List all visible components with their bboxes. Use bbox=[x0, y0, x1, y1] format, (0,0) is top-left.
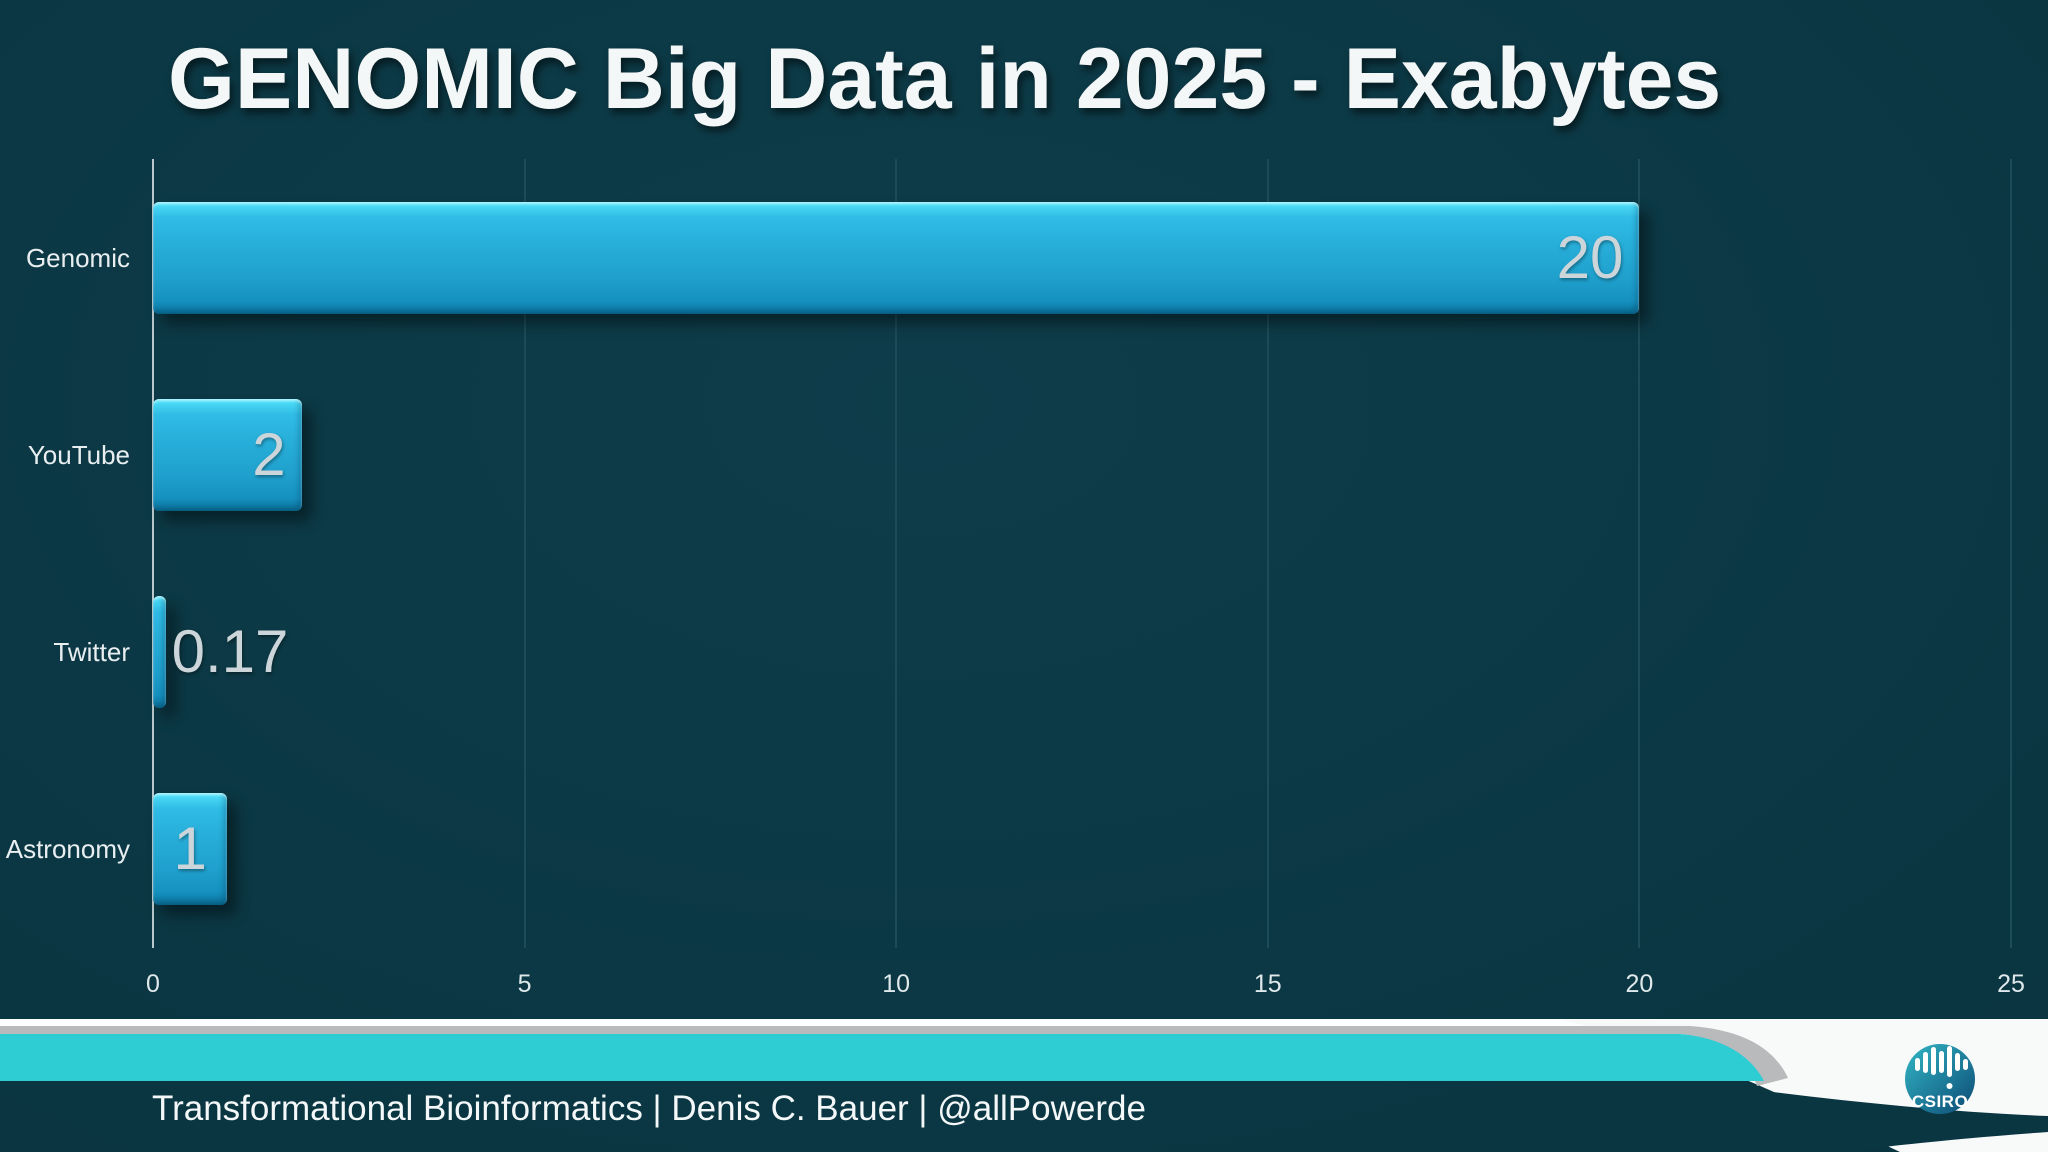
csiro-logo: CSIRO bbox=[1905, 1044, 1975, 1114]
csiro-logo-bars bbox=[1915, 1046, 1968, 1089]
footer-white-line bbox=[0, 1019, 2048, 1027]
value-label-twitter: 0.17 bbox=[171, 618, 289, 686]
teal-band bbox=[0, 1034, 1764, 1081]
x-tick-label-15: 15 bbox=[1253, 970, 1282, 998]
gridline-x-15 bbox=[1266, 159, 1269, 948]
x-tick-label-5: 5 bbox=[517, 970, 532, 998]
chart-area: 0 5 10 15 20 25 Genomic 20 YouTube 2 Twitter 0.17 As… bbox=[5, 159, 2025, 998]
x-tick-label-20: 20 bbox=[1625, 970, 1654, 998]
footer-wave: CSIRO bbox=[0, 1019, 2048, 1152]
bar-astronomy bbox=[153, 793, 228, 906]
category-label-twitter: Twitter bbox=[53, 637, 130, 668]
csiro-logo-label: CSIRO bbox=[1912, 1092, 1968, 1111]
gray-band bbox=[0, 1026, 1788, 1086]
dark-wave-sweep bbox=[1555, 1081, 2048, 1152]
value-label-astronomy: 1 bbox=[173, 815, 207, 883]
category-label-genomic: Genomic bbox=[25, 242, 130, 273]
bar-twitter bbox=[153, 596, 166, 709]
gridline-x-10 bbox=[895, 159, 898, 948]
bar-genomic bbox=[153, 201, 1640, 314]
value-label-genomic: 20 bbox=[1556, 223, 1624, 291]
y-axis-line bbox=[152, 159, 154, 948]
gridline-x-20 bbox=[1638, 159, 1641, 948]
category-label-astronomy: Astronomy bbox=[5, 834, 130, 865]
x-tick-label-10: 10 bbox=[882, 970, 911, 998]
gridline-x-25 bbox=[2010, 159, 2012, 948]
x-tick-label-25: 25 bbox=[1997, 970, 2025, 998]
value-label-youtube: 2 bbox=[252, 420, 286, 488]
category-label-youtube: YouTube bbox=[27, 439, 130, 470]
bar-youtube bbox=[153, 398, 302, 511]
chart-title: GENOMIC Big Data in 2025 - Exabytes bbox=[168, 31, 1722, 127]
footer-credit: Transformational Bioinformatics | Denis … bbox=[152, 1089, 1146, 1128]
x-tick-label-0: 0 bbox=[146, 970, 160, 998]
gridline-x-5 bbox=[523, 159, 526, 948]
